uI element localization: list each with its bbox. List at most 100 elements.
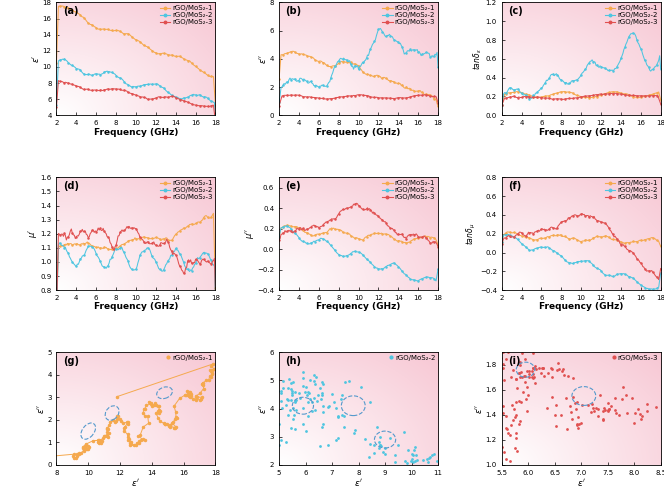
Point bbox=[514, 369, 525, 377]
Point bbox=[304, 390, 315, 398]
Legend: rGO/MoS₂-3: rGO/MoS₂-3 bbox=[610, 354, 659, 362]
Point bbox=[614, 411, 625, 419]
Point bbox=[554, 365, 565, 373]
Point bbox=[552, 359, 563, 367]
X-axis label: Frequency (GHz): Frequency (GHz) bbox=[539, 127, 623, 136]
Point bbox=[511, 375, 521, 383]
Point bbox=[349, 426, 360, 434]
Point bbox=[262, 373, 273, 381]
Legend: rGO/MoS₂-1, rGO/MoS₂-2, rGO/MoS₂-3: rGO/MoS₂-1, rGO/MoS₂-2, rGO/MoS₂-3 bbox=[158, 4, 214, 27]
Point bbox=[586, 408, 596, 416]
Point bbox=[506, 421, 517, 429]
Point bbox=[568, 374, 578, 382]
Point bbox=[637, 412, 647, 420]
Point bbox=[515, 373, 526, 381]
Point bbox=[522, 407, 533, 415]
Point bbox=[247, 428, 258, 435]
Point bbox=[633, 405, 643, 413]
Point bbox=[294, 395, 305, 402]
Point bbox=[510, 413, 521, 421]
Point bbox=[407, 456, 418, 463]
Point bbox=[271, 374, 282, 382]
Point bbox=[317, 380, 328, 388]
Point bbox=[626, 394, 637, 402]
Point bbox=[338, 412, 349, 420]
Point bbox=[511, 375, 521, 383]
Point bbox=[278, 377, 288, 385]
Point bbox=[651, 403, 661, 411]
Point bbox=[566, 415, 577, 423]
Point bbox=[493, 452, 503, 460]
Point bbox=[529, 364, 539, 372]
Point bbox=[570, 404, 581, 412]
Point bbox=[594, 391, 605, 399]
Point bbox=[520, 371, 531, 379]
Point bbox=[572, 399, 582, 406]
Point bbox=[424, 467, 435, 475]
Point bbox=[276, 390, 286, 398]
Point bbox=[304, 376, 315, 384]
Point bbox=[371, 423, 382, 430]
Point bbox=[374, 438, 384, 446]
Point bbox=[519, 372, 529, 380]
Point bbox=[497, 361, 508, 369]
Point bbox=[511, 429, 521, 437]
Point bbox=[409, 444, 420, 452]
Y-axis label: $tan\delta_{\mu}$: $tan\delta_{\mu}$ bbox=[465, 222, 479, 245]
Point bbox=[332, 413, 343, 421]
Point bbox=[506, 373, 517, 381]
Point bbox=[408, 458, 418, 465]
Point bbox=[611, 409, 622, 417]
Point bbox=[550, 411, 560, 419]
Point bbox=[304, 395, 315, 403]
Point bbox=[546, 364, 556, 372]
Point bbox=[266, 400, 277, 408]
Point bbox=[511, 398, 521, 406]
Point bbox=[425, 464, 436, 472]
Point bbox=[323, 441, 333, 449]
Point bbox=[283, 384, 293, 392]
Point bbox=[315, 395, 326, 402]
Point bbox=[290, 425, 300, 433]
Point bbox=[431, 457, 442, 465]
Point bbox=[642, 407, 653, 415]
Point bbox=[491, 329, 502, 337]
Point bbox=[276, 397, 287, 404]
Point bbox=[407, 450, 418, 458]
Point bbox=[291, 405, 301, 413]
Point bbox=[621, 391, 631, 399]
Point bbox=[248, 432, 259, 440]
Text: (c): (c) bbox=[508, 6, 523, 16]
Point bbox=[497, 364, 508, 372]
Point bbox=[516, 398, 527, 406]
Point bbox=[308, 371, 319, 379]
Point bbox=[588, 403, 598, 411]
Point bbox=[297, 382, 308, 390]
Legend: rGO/MoS₂-1, rGO/MoS₂-2, rGO/MoS₂-3: rGO/MoS₂-1, rGO/MoS₂-2, rGO/MoS₂-3 bbox=[604, 4, 659, 27]
Point bbox=[411, 451, 422, 459]
Point bbox=[238, 431, 248, 439]
Point bbox=[284, 406, 295, 414]
Point bbox=[326, 390, 337, 398]
Point bbox=[375, 441, 386, 449]
Point bbox=[241, 436, 252, 444]
Point bbox=[604, 404, 615, 412]
Point bbox=[569, 399, 580, 407]
Point bbox=[399, 428, 410, 436]
Point bbox=[348, 429, 359, 437]
Point bbox=[573, 414, 584, 422]
Point bbox=[268, 396, 278, 404]
Point bbox=[497, 402, 508, 410]
Point bbox=[507, 401, 518, 409]
Point bbox=[590, 404, 601, 412]
Point bbox=[562, 372, 573, 380]
Text: (e): (e) bbox=[286, 181, 301, 191]
Point bbox=[248, 427, 259, 434]
Point bbox=[288, 404, 298, 412]
Point bbox=[290, 388, 300, 396]
Point bbox=[485, 339, 495, 347]
Point bbox=[559, 371, 570, 379]
Point bbox=[392, 441, 403, 449]
Point bbox=[246, 434, 257, 442]
Point bbox=[274, 441, 284, 449]
